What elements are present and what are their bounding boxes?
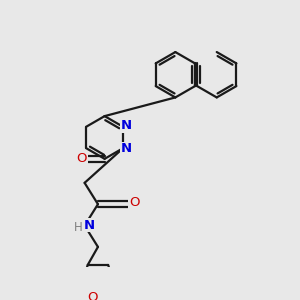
Text: N: N: [121, 119, 132, 132]
Text: O: O: [77, 152, 87, 165]
Text: N: N: [84, 218, 95, 232]
Text: H: H: [74, 221, 83, 234]
Text: O: O: [87, 291, 98, 300]
Text: N: N: [121, 142, 132, 155]
Text: O: O: [129, 196, 140, 209]
